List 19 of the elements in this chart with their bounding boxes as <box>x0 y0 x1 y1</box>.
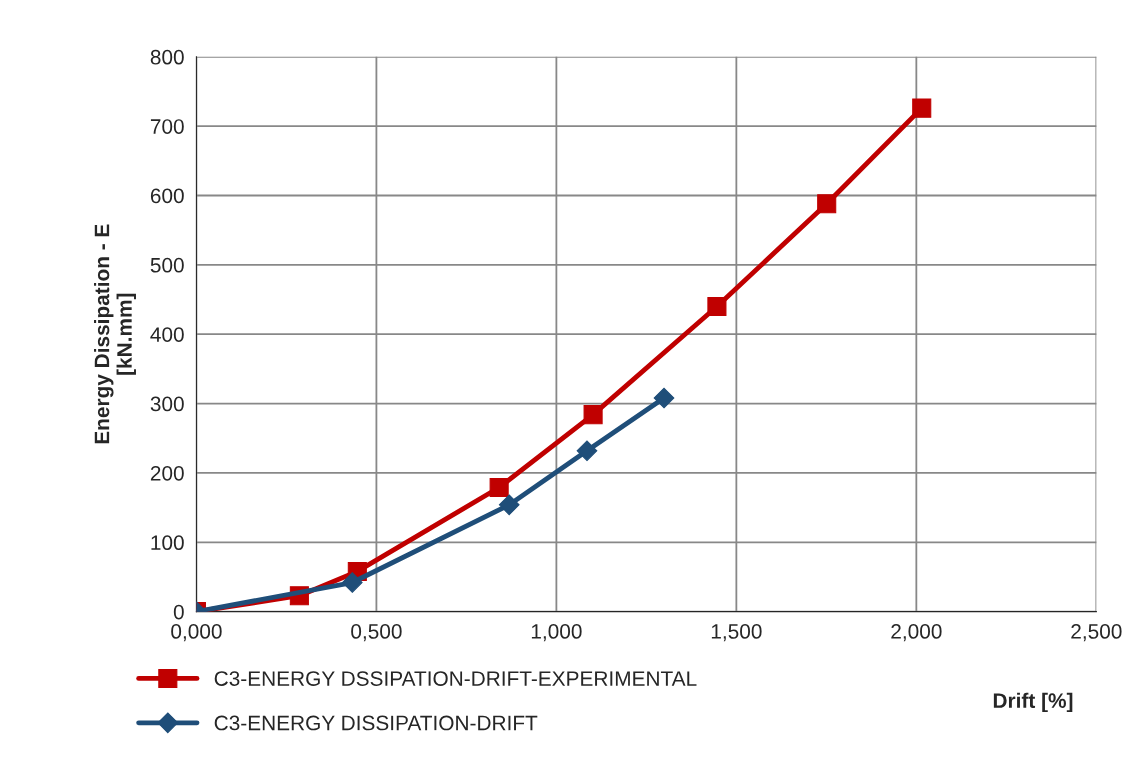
legend-label: C3-ENERGY DISSIPATION-DRIFT <box>214 715 538 731</box>
y-tick-label: 300 <box>150 396 184 412</box>
y-tick-label: 200 <box>150 465 184 481</box>
x-tick-label: 2,500 <box>1071 624 1122 642</box>
y-tick-label: 400 <box>150 327 184 342</box>
y-tick-label: 800 <box>150 49 184 65</box>
y-tick-label: 500 <box>150 257 184 273</box>
legend-label: C3-ENERGY DSSIPATION-DRIFT-EXPERIMENTAL <box>214 671 697 686</box>
y-tick-label: 100 <box>151 535 184 551</box>
x-tick-label: 1,500 <box>711 624 762 642</box>
y-tick-label: 0 <box>173 604 184 620</box>
y-tick-label: 600 <box>150 188 184 204</box>
x-tick-label: 0,500 <box>351 624 402 642</box>
x-axis-title: Drift [%] <box>993 692 1073 713</box>
x-tick-label: 0,000 <box>171 624 222 642</box>
y-tick-label: 700 <box>150 119 184 134</box>
y-axis-title: Energy Dissipation - E [kN.mm] <box>94 224 136 444</box>
x-tick-label: 1,000 <box>531 624 582 642</box>
x-tick-label: 2,000 <box>891 624 942 642</box>
